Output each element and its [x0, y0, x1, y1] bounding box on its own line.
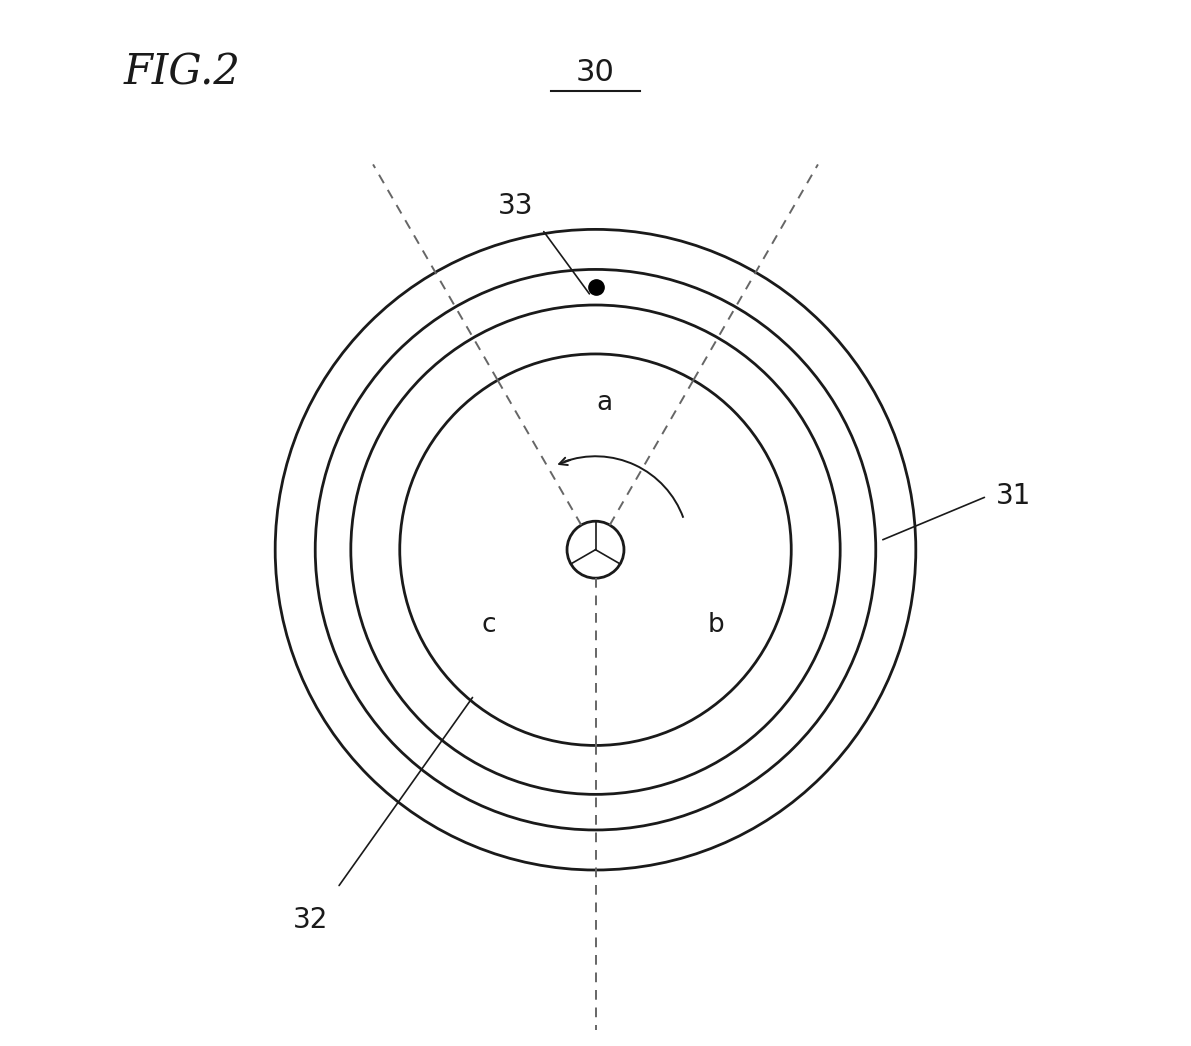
Text: 31: 31	[996, 482, 1031, 510]
Text: c: c	[481, 612, 495, 638]
Text: 33: 33	[498, 192, 534, 221]
Text: 32: 32	[293, 906, 329, 934]
Text: b: b	[707, 612, 724, 638]
Text: 30: 30	[576, 58, 615, 87]
Text: a: a	[597, 390, 612, 416]
Text: FIG.2: FIG.2	[124, 51, 241, 93]
